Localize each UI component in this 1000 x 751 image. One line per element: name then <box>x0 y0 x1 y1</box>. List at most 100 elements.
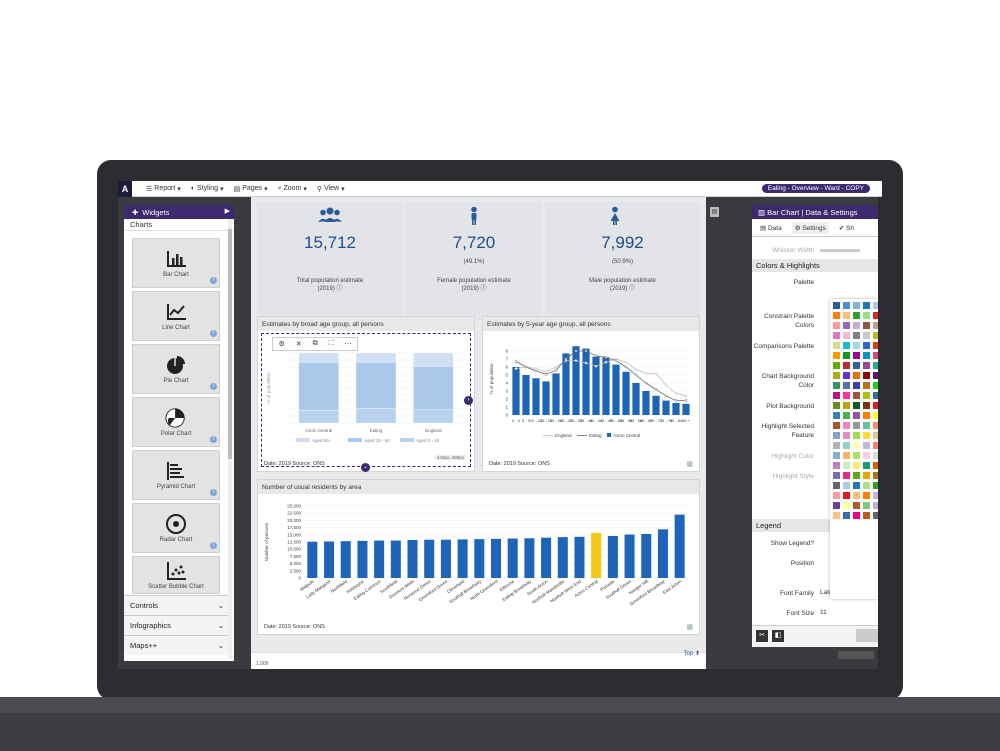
palette-swatch[interactable] <box>863 442 870 449</box>
palette-swatch[interactable] <box>833 342 840 349</box>
palette-swatch[interactable] <box>853 352 860 359</box>
app-logo[interactable]: A <box>118 181 132 197</box>
widgets-scrollbar[interactable] <box>228 219 232 659</box>
palette-swatch[interactable] <box>873 352 878 359</box>
palette-swatch[interactable] <box>843 352 850 359</box>
palette-swatch[interactable] <box>863 432 870 439</box>
info-icon[interactable]: i <box>210 383 217 390</box>
palette-swatch[interactable] <box>873 472 878 479</box>
palette-swatch[interactable] <box>843 362 850 369</box>
info-icon[interactable]: i <box>210 330 217 337</box>
palette-swatch[interactable] <box>873 502 878 509</box>
palette-swatch[interactable] <box>873 432 878 439</box>
palette-swatch[interactable] <box>853 322 860 329</box>
report-title-pill[interactable]: Ealing - Overview - Ward - COPY <box>761 184 870 193</box>
section-colors[interactable]: Colors & Highlights <box>752 259 878 272</box>
widget-pyramid-chart[interactable]: Pyramid Chart i <box>132 450 220 500</box>
info-icon[interactable]: i <box>210 277 217 284</box>
palette-swatch[interactable] <box>853 512 860 519</box>
info-icon[interactable]: ⓘ <box>336 286 343 292</box>
palette-swatch[interactable] <box>873 302 878 309</box>
palette-swatch[interactable] <box>843 492 850 499</box>
palette-swatch[interactable] <box>863 302 870 309</box>
palette-swatch[interactable] <box>863 362 870 369</box>
palette-swatch[interactable] <box>853 402 860 409</box>
menu-view[interactable]: ⚲ View ▾ <box>316 185 345 193</box>
palette-swatch[interactable] <box>843 392 850 399</box>
widget-scatter-chart[interactable]: Scatter Bubble Chart <box>132 556 220 594</box>
palette-swatch[interactable] <box>853 472 860 479</box>
palette-swatch[interactable] <box>833 462 840 469</box>
kpi-total[interactable]: 15,712 Total population estimate (2019) ⓘ <box>257 202 403 320</box>
palette-swatch[interactable] <box>833 352 840 359</box>
palette-swatch[interactable] <box>833 472 840 479</box>
whisker-slider[interactable] <box>820 248 860 252</box>
palette-swatch[interactable] <box>853 482 860 489</box>
chevron-right-icon[interactable]: ▶ <box>224 208 230 215</box>
widgets-header[interactable]: ✚ Widgets ▶ <box>124 205 234 219</box>
palette-swatch[interactable] <box>843 312 850 319</box>
palette-swatch[interactable] <box>873 442 878 449</box>
info-icon[interactable]: i <box>210 489 217 496</box>
palette-swatch[interactable] <box>863 392 870 399</box>
palette-swatch[interactable] <box>863 512 870 519</box>
palette-swatch[interactable] <box>853 412 860 419</box>
widget-bar-chart[interactable]: Bar Chart i <box>132 238 220 288</box>
expand-icon[interactable]: ⛶ <box>328 340 334 347</box>
palette-swatch[interactable] <box>863 402 870 409</box>
palette-swatch[interactable] <box>843 442 850 449</box>
charts-section-label[interactable]: Charts <box>124 219 234 231</box>
palette-swatch[interactable] <box>853 342 860 349</box>
palette-swatch[interactable] <box>833 512 840 519</box>
table-icon[interactable]: ▦ <box>686 461 693 468</box>
palette-swatch[interactable] <box>873 512 878 519</box>
palette-swatch[interactable] <box>843 402 850 409</box>
widget-line-chart[interactable]: Line Chart i <box>132 291 220 341</box>
menu-zoom[interactable]: ⌕ Zoom ▾ <box>277 184 307 193</box>
palette-swatch[interactable] <box>833 482 840 489</box>
palette-swatch[interactable] <box>843 482 850 489</box>
palette-swatch[interactable] <box>853 302 860 309</box>
palette-swatch[interactable] <box>853 362 860 369</box>
palette-swatch[interactable] <box>863 342 870 349</box>
palette-swatch[interactable] <box>873 462 878 469</box>
palette-swatch[interactable] <box>863 462 870 469</box>
palette-swatch[interactable] <box>863 312 870 319</box>
palette-swatch[interactable] <box>863 422 870 429</box>
kpi-female[interactable]: 7,720 (49.1%) Female population estimate… <box>406 202 542 320</box>
palette-swatch[interactable] <box>863 332 870 339</box>
palette-swatch[interactable] <box>853 442 860 449</box>
menu-pages[interactable]: ▤ Pages ▾ <box>233 185 268 193</box>
palette-swatch[interactable] <box>833 322 840 329</box>
palette-swatch[interactable] <box>843 502 850 509</box>
palette-swatch[interactable] <box>833 312 840 319</box>
palette-swatch[interactable] <box>833 382 840 389</box>
palette-swatch[interactable] <box>843 342 850 349</box>
palette-swatch[interactable] <box>843 452 850 459</box>
info-icon[interactable]: ⓘ <box>629 286 636 292</box>
palette-swatch[interactable] <box>853 392 860 399</box>
palette-swatch[interactable] <box>873 482 878 489</box>
palette-swatch[interactable] <box>843 472 850 479</box>
widget-radar-chart[interactable]: Radar Chart i <box>132 503 220 553</box>
chevron-down-icon[interactable]: ⌄ <box>361 463 370 472</box>
palette-swatch[interactable] <box>853 502 860 509</box>
palette-swatch[interactable] <box>873 392 878 399</box>
palette-swatch[interactable] <box>853 382 860 389</box>
palette-swatch[interactable] <box>853 452 860 459</box>
palette-swatch[interactable] <box>873 412 878 419</box>
palette-swatch[interactable] <box>873 402 878 409</box>
copy-icon[interactable]: ⧉ <box>312 340 318 347</box>
palette-swatch[interactable] <box>873 422 878 429</box>
palette-swatch[interactable] <box>873 342 878 349</box>
palette-swatch[interactable] <box>843 332 850 339</box>
widget-pie-chart[interactable]: Pie Chart i <box>132 344 220 394</box>
info-icon[interactable]: i <box>210 542 217 549</box>
palette-swatch[interactable] <box>843 432 850 439</box>
gear-icon[interactable]: ⚙ <box>278 341 285 348</box>
confirm-button[interactable] <box>856 629 878 642</box>
category-infographics[interactable]: Infographics ⌄ <box>124 615 228 635</box>
palette-swatch[interactable] <box>843 382 850 389</box>
category-controls[interactable]: Controls ⌄ <box>124 595 228 615</box>
palette-swatch[interactable] <box>833 362 840 369</box>
